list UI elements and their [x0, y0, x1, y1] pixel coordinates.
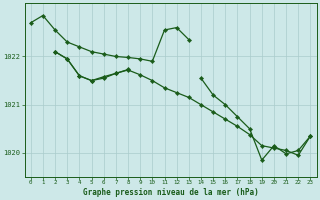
X-axis label: Graphe pression niveau de la mer (hPa): Graphe pression niveau de la mer (hPa) [83, 188, 259, 197]
